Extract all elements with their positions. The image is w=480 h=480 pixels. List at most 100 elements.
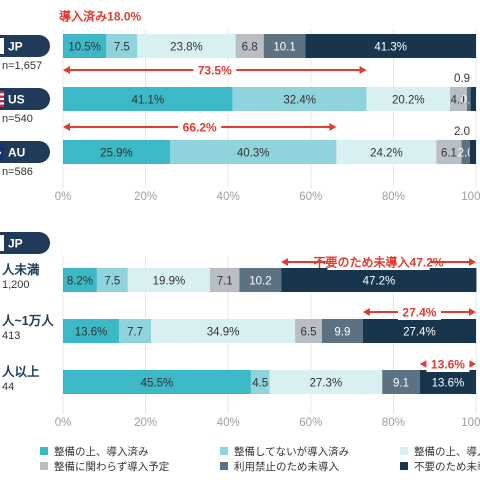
x-tick-label: 0%	[55, 417, 72, 429]
bar-segment	[470, 87, 476, 111]
x-tick-label: 80%	[382, 417, 405, 429]
flag-field	[0, 38, 4, 54]
bar-segment	[127, 268, 211, 292]
bar-segment	[106, 34, 138, 58]
bar-value-label: 6.5	[301, 327, 317, 339]
legend-label: 不要のため未導	[414, 460, 480, 473]
legend-swatch	[220, 462, 228, 470]
bar-segment	[235, 34, 264, 58]
annotation-arrowhead	[63, 66, 70, 74]
bar-segment	[210, 268, 240, 292]
bar-segment	[169, 140, 337, 164]
bar-value-label: 4.5	[252, 378, 268, 390]
x-tick-label: 40%	[217, 417, 240, 429]
annotation-label-bg	[193, 62, 237, 78]
bar-segment	[63, 268, 97, 292]
bar-segment	[232, 87, 367, 111]
sample-size-label: 44	[2, 381, 14, 393]
flag-jp-icon	[0, 235, 4, 251]
bar-value-label: 41.1%	[132, 95, 165, 107]
annotation-arrowhead	[362, 308, 370, 316]
annotation-label-bg	[327, 254, 430, 270]
annotation-label: 27.4%	[402, 306, 436, 320]
legend-item: 整備してないが導入済み	[220, 445, 349, 458]
bar-segment	[137, 34, 236, 58]
annotation-label: 13.6%	[431, 358, 465, 372]
legend-label: 整備の上、導入	[414, 445, 480, 458]
bar-value-label: 27.3%	[310, 378, 343, 390]
annotation-arrowhead	[469, 258, 476, 266]
legend-item: 不要のため未導	[400, 460, 480, 473]
legend-swatch	[220, 447, 228, 455]
bar-segment	[250, 370, 270, 394]
bar-segment	[263, 34, 306, 58]
bar-value-label: 7.7	[127, 327, 143, 339]
flag-star	[0, 151, 2, 154]
bar-value-label: 10.1	[273, 42, 295, 54]
bar-value-label: 23.8%	[170, 42, 203, 54]
legend-swatch	[400, 447, 408, 455]
legend-label: 整備に関わらず導入予定	[54, 460, 170, 473]
annotation-label: 導入済み18.0%	[59, 9, 141, 24]
bar-value-label: 41.3%	[374, 42, 407, 54]
bar-segment	[469, 140, 476, 164]
bar-value-label: 7.5	[114, 42, 130, 54]
annotation-arrowhead	[469, 360, 476, 368]
legend-item: 整備の上、導入済み	[40, 445, 149, 458]
bar-segment	[63, 370, 251, 394]
bar-segment	[63, 87, 233, 111]
bar-segment	[461, 140, 470, 164]
company-size-label: 人未満	[2, 262, 40, 277]
annotation-arrowhead	[63, 123, 70, 131]
pill-code: JP	[8, 237, 23, 251]
company-size-label: 人以上	[2, 364, 40, 379]
bar-value-label: 7.1	[217, 276, 233, 288]
annotation-label: 不要のため未導入47.2%	[314, 255, 444, 270]
annotation-arrowhead	[469, 308, 476, 316]
flag-stripe	[0, 102, 4, 105]
country-pill-au: AU	[0, 141, 50, 163]
bar-segment	[382, 370, 420, 394]
legend-label: 整備してないが導入済み	[234, 445, 349, 458]
annotation-label: 73.5%	[198, 64, 232, 78]
pill-bg	[0, 141, 50, 163]
annotation-label: 66.2%	[183, 121, 217, 135]
pill-code: US	[8, 93, 25, 107]
bar-segment	[366, 87, 450, 111]
flag-field	[0, 235, 4, 251]
sample-size-label: 413	[2, 330, 20, 342]
bar-segment	[96, 268, 128, 292]
annotation-label-bg	[426, 356, 470, 372]
x-tick-label: 60%	[299, 191, 322, 203]
bar-segment	[449, 87, 467, 111]
legend-item: 整備の上、導入	[400, 445, 480, 458]
annotation-label-bg	[178, 119, 222, 135]
annotation-arrowhead	[419, 360, 427, 368]
bar-segment	[321, 319, 363, 343]
bar-segment	[419, 370, 476, 394]
bar-value-label: 8.2%	[67, 276, 93, 288]
flag-us-icon	[0, 91, 4, 107]
bar-value-label: 20.2%	[392, 95, 425, 107]
bar-value-label: 13.6%	[75, 327, 108, 339]
bar-segment	[150, 319, 296, 343]
bar-value-label: 45.5%	[141, 378, 174, 390]
x-tick-label: 100%	[461, 417, 480, 429]
bar-value-label: 19.9%	[153, 276, 186, 288]
legend-item: 利用禁止のため未導入	[220, 460, 339, 473]
bar-value-label: 25.9%	[100, 148, 133, 160]
bar-value-label: 2.0	[458, 148, 474, 160]
pill-code: AU	[8, 146, 25, 160]
bar-segment	[63, 34, 107, 58]
annotation-arrow: 13.6%	[419, 356, 476, 372]
country-pill-jp: JP	[0, 35, 50, 57]
bar-segment	[119, 319, 151, 343]
flag-stripe	[0, 104, 4, 107]
legend-swatch	[400, 462, 408, 470]
flag-stripe	[0, 91, 4, 94]
x-tick-label: 40%	[217, 191, 240, 203]
annotation-arrow: 不要のため未導入47.2%	[281, 254, 476, 270]
legend-label: 利用禁止のため未導入	[234, 460, 339, 473]
